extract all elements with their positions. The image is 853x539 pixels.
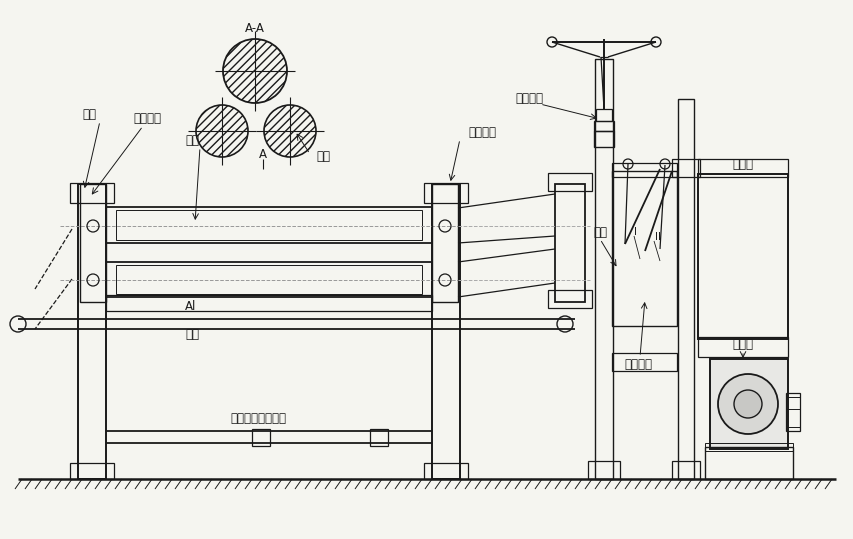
Bar [432,184,457,302]
Bar [106,295,432,311]
Bar [705,447,792,479]
Circle shape [717,374,777,434]
Bar [70,183,113,203]
Bar [554,184,584,302]
Bar [252,429,270,446]
Circle shape [264,105,316,157]
Bar [78,184,106,479]
Bar [671,461,699,479]
Bar [70,463,113,479]
Bar [594,121,613,131]
Bar [697,159,787,177]
Circle shape [196,105,247,157]
Bar [709,359,787,449]
Bar [548,173,591,191]
Circle shape [196,105,247,157]
Text: 上辊压紧传动螺杆: 上辊压紧传动螺杆 [229,412,286,425]
Circle shape [223,39,287,103]
Bar [116,265,421,294]
Text: 拉杆: 拉杆 [185,328,199,341]
Text: A-A: A-A [245,22,264,34]
Bar [671,159,699,177]
Text: Al: Al [185,301,196,314]
Circle shape [733,390,761,418]
Bar [548,290,591,308]
Text: 齿轮: 齿轮 [592,225,606,238]
Bar [432,184,460,479]
Circle shape [264,105,316,157]
Bar [677,99,693,479]
Bar [594,131,613,147]
Bar [697,337,787,357]
Text: 操纵手柄: 操纵手柄 [624,357,651,370]
Bar [595,59,612,479]
Text: II: II [654,232,660,242]
Bar [80,184,106,302]
Text: 电动机: 电动机 [732,337,752,350]
Text: 上辊: 上辊 [185,134,199,147]
Bar [106,207,432,243]
Text: 侧辊: 侧辊 [316,150,329,163]
Text: 固定轴承: 固定轴承 [467,127,496,140]
Bar [588,461,619,479]
Bar [612,353,676,371]
Bar [705,443,792,451]
Text: 减速器: 减速器 [732,157,752,170]
Text: 活动轴承: 活动轴承 [133,113,161,126]
Bar [612,163,676,177]
Bar [116,210,421,240]
Text: 卸板装置: 卸板装置 [514,93,543,106]
Bar [369,429,387,446]
Bar [595,109,612,121]
Text: A: A [258,148,267,161]
Bar [785,393,799,431]
Circle shape [223,39,287,103]
Bar [697,174,787,339]
Bar [106,262,432,297]
Bar [612,171,676,326]
Bar [423,463,467,479]
Text: I: I [633,227,636,237]
Bar [423,183,467,203]
Text: 插销: 插销 [82,107,96,121]
